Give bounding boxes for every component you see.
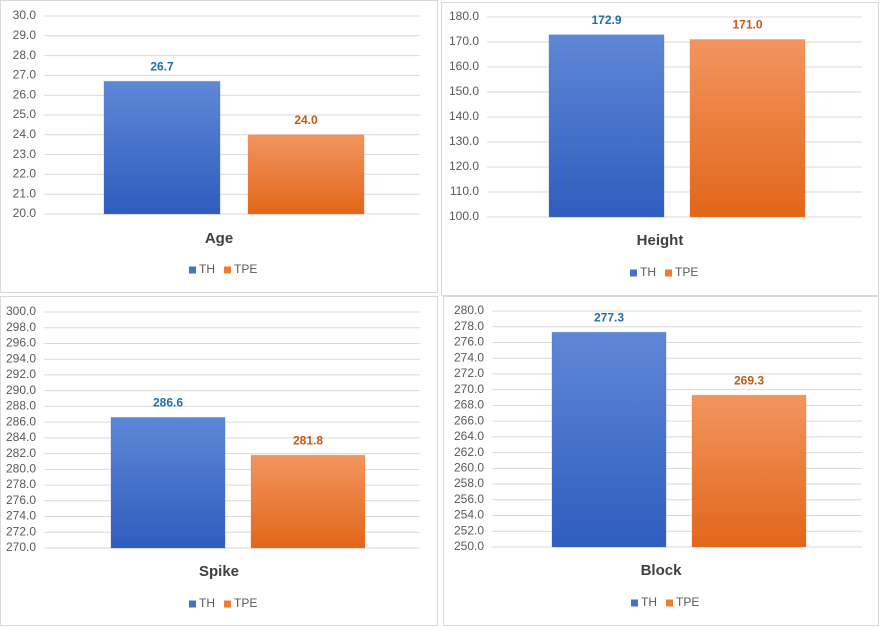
y-tick-label: 160.0 xyxy=(449,59,479,73)
chart-title: Block xyxy=(641,562,683,579)
y-tick-label: 290.0 xyxy=(6,383,36,397)
y-tick-label: 280.0 xyxy=(454,303,484,317)
y-tick-label: 170.0 xyxy=(449,34,479,48)
y-tick-label: 180.0 xyxy=(449,9,479,23)
bar xyxy=(103,80,221,215)
y-tick-label: 130.0 xyxy=(449,134,479,148)
y-tick-label: 150.0 xyxy=(449,84,479,98)
bar xyxy=(250,454,366,549)
y-tick-label: 286.0 xyxy=(6,414,36,428)
bar xyxy=(548,34,665,218)
y-tick-label: 282.0 xyxy=(6,446,36,460)
y-tick-label: 264.0 xyxy=(454,429,484,443)
y-tick-label: 30.0 xyxy=(13,8,37,22)
data-label: 281.8 xyxy=(293,433,323,447)
y-tick-label: 28.0 xyxy=(13,48,37,62)
data-label: 172.9 xyxy=(591,13,621,27)
data-label: 286.6 xyxy=(153,396,183,410)
y-tick-label: 23.0 xyxy=(13,147,37,161)
y-tick-label: 278.0 xyxy=(6,477,36,491)
y-tick-label: 22.0 xyxy=(13,167,37,181)
data-label: 269.3 xyxy=(734,373,764,387)
bar xyxy=(110,416,226,549)
legend-label: TPE xyxy=(234,262,257,276)
bar xyxy=(689,39,806,218)
legend-label: TH xyxy=(199,262,215,276)
y-tick-label: 288.0 xyxy=(6,399,36,413)
legend-label: TH xyxy=(199,596,215,610)
y-tick-label: 270.0 xyxy=(6,540,36,554)
data-label: 26.7 xyxy=(150,60,174,74)
legend-swatch xyxy=(666,599,673,607)
legend-label: TH xyxy=(641,595,657,609)
y-tick-label: 270.0 xyxy=(454,382,484,396)
y-tick-label: 258.0 xyxy=(454,476,484,490)
y-tick-label: 21.0 xyxy=(13,186,37,200)
y-tick-label: 300.0 xyxy=(6,304,36,318)
y-tick-label: 266.0 xyxy=(454,413,484,427)
y-tick-label: 274.0 xyxy=(6,509,36,523)
data-label: 277.3 xyxy=(594,310,624,324)
y-tick-label: 256.0 xyxy=(454,492,484,506)
y-tick-label: 292.0 xyxy=(6,367,36,381)
chart-title: Age xyxy=(205,230,233,247)
y-tick-label: 260.0 xyxy=(454,461,484,475)
legend-swatch xyxy=(630,269,637,277)
y-tick-label: 294.0 xyxy=(6,351,36,365)
y-tick-label: 296.0 xyxy=(6,336,36,350)
y-tick-label: 278.0 xyxy=(454,319,484,333)
legend-swatch xyxy=(189,266,196,274)
legend-swatch xyxy=(224,600,231,608)
legend-label: TH xyxy=(640,265,656,279)
y-tick-label: 252.0 xyxy=(454,523,484,537)
y-tick-label: 254.0 xyxy=(454,508,484,522)
y-tick-label: 276.0 xyxy=(454,335,484,349)
legend-swatch xyxy=(631,599,638,607)
bar xyxy=(551,331,667,548)
chart-title: Spike xyxy=(199,563,239,580)
legend-swatch xyxy=(665,269,672,277)
y-tick-label: 298.0 xyxy=(6,320,36,334)
legend-label: TPE xyxy=(676,595,699,609)
y-tick-label: 110.0 xyxy=(450,184,479,198)
y-tick-label: 276.0 xyxy=(6,493,36,507)
y-tick-label: 262.0 xyxy=(454,445,484,459)
y-tick-label: 120.0 xyxy=(449,159,479,173)
y-tick-label: 100.0 xyxy=(449,209,479,223)
bar xyxy=(247,134,365,215)
chart-title: Height xyxy=(637,232,684,249)
y-tick-label: 280.0 xyxy=(6,462,36,476)
legend-label: TPE xyxy=(675,265,698,279)
legend-label: TPE xyxy=(234,596,257,610)
y-tick-label: 26.0 xyxy=(13,87,37,101)
y-tick-label: 274.0 xyxy=(454,350,484,364)
data-label: 171.0 xyxy=(732,18,762,32)
y-tick-label: 272.0 xyxy=(454,366,484,380)
y-tick-label: 27.0 xyxy=(13,68,37,82)
y-tick-label: 20.0 xyxy=(13,206,37,220)
y-tick-label: 24.0 xyxy=(13,127,37,141)
bar xyxy=(691,394,807,548)
y-tick-label: 140.0 xyxy=(449,109,479,123)
data-label: 24.0 xyxy=(294,113,318,127)
y-tick-label: 250.0 xyxy=(454,539,484,553)
legend-swatch xyxy=(224,266,231,274)
y-tick-label: 272.0 xyxy=(6,524,36,538)
y-tick-label: 268.0 xyxy=(454,398,484,412)
y-tick-label: 25.0 xyxy=(13,107,37,121)
y-tick-label: 29.0 xyxy=(13,28,37,42)
y-tick-label: 284.0 xyxy=(6,430,36,444)
legend-swatch xyxy=(189,600,196,608)
